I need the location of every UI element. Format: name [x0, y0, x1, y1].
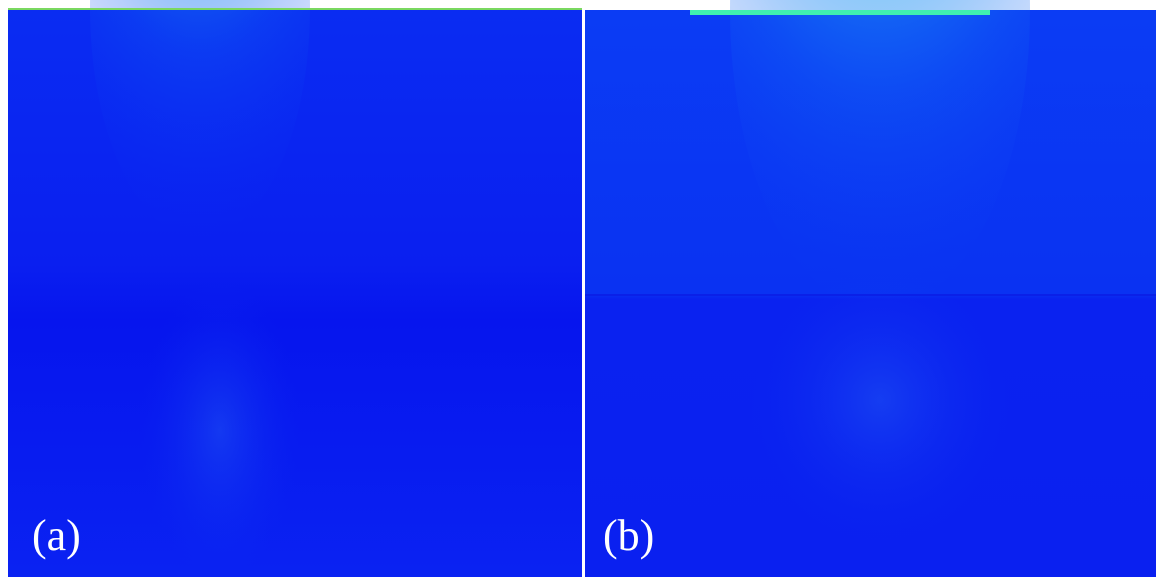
- top-edge: [8, 8, 582, 10]
- plume: [730, 0, 1030, 310]
- plume: [90, 0, 310, 238]
- panel-a: (a): [8, 0, 582, 577]
- panel-b: (b): [585, 0, 1156, 577]
- reflection: [140, 280, 300, 577]
- panel-label: (b): [603, 511, 654, 560]
- top-edge: [690, 10, 990, 15]
- reflection: [750, 260, 1010, 540]
- panel-label: (a): [32, 511, 81, 560]
